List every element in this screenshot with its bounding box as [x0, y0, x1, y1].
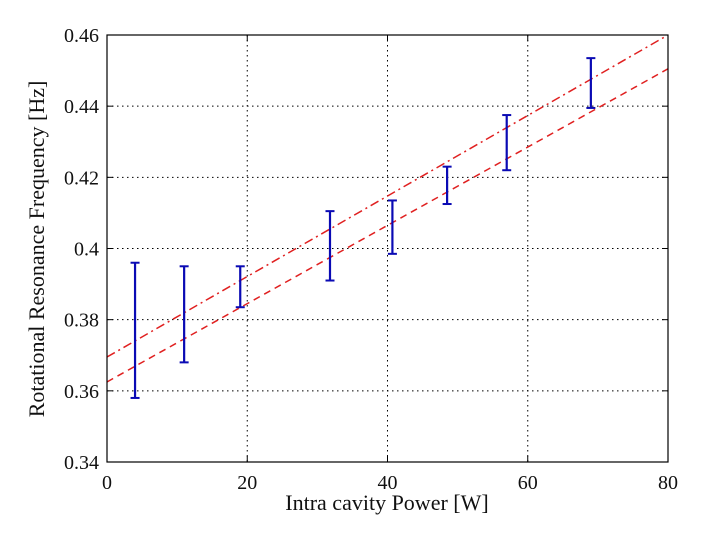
grid — [107, 35, 668, 462]
fit-line-upper-bound — [107, 35, 668, 358]
x-tick-label: 60 — [518, 472, 538, 494]
fit-lines — [107, 35, 668, 383]
error-bars — [130, 57, 596, 399]
y-tick-label: 0.38 — [64, 310, 99, 332]
x-axis-label: Intra cavity Power [W] — [285, 490, 488, 515]
y-tick-label: 0.46 — [64, 25, 99, 47]
error-bar — [586, 57, 596, 109]
error-bar — [502, 114, 512, 172]
y-axis-label: Rotational Resonance Frequency [Hz] — [24, 81, 49, 418]
error-bar — [179, 265, 189, 364]
x-tick-label: 20 — [237, 472, 257, 494]
error-bar — [325, 210, 335, 282]
y-tick-label: 0.44 — [64, 96, 99, 118]
error-bar — [442, 165, 452, 206]
y-tick-label: 0.34 — [64, 452, 99, 474]
error-bar — [387, 199, 397, 255]
y-tick-label: 0.4 — [74, 239, 99, 261]
x-tick-label: 0 — [102, 472, 112, 494]
x-tick-label: 80 — [658, 472, 678, 494]
y-tick-label: 0.36 — [64, 381, 99, 403]
x-tick-label: 40 — [378, 472, 398, 494]
y-tick-label: 0.42 — [64, 167, 99, 189]
error-bar — [130, 261, 140, 399]
error-bar — [235, 265, 245, 309]
axis-ticks — [106, 34, 669, 463]
tick-labels: 0 20 40 60 80 0.34 0.36 0.38 0.4 0.42 0.44 0.46 — [64, 25, 678, 494]
